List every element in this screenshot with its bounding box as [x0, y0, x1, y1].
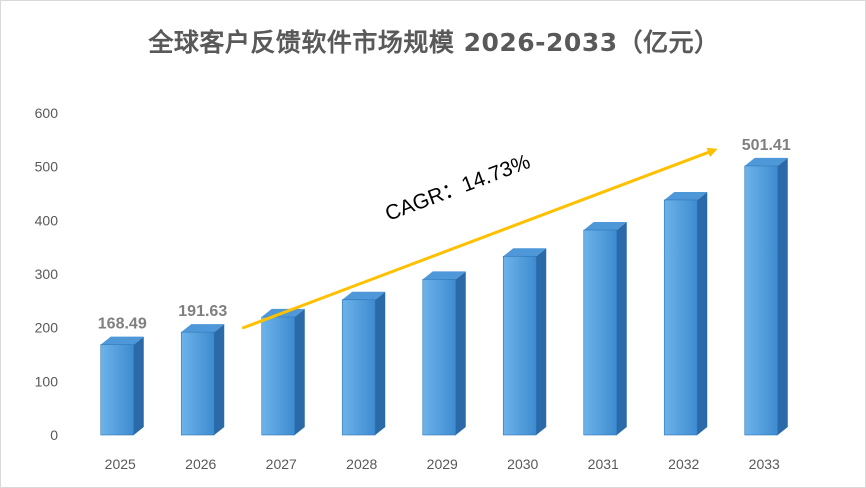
bar-front [180, 331, 215, 436]
bar [180, 324, 225, 436]
bar-front [663, 199, 698, 436]
bar-side [697, 191, 708, 435]
bar [744, 157, 788, 436]
x-tick-label: 2033 [749, 456, 780, 472]
bar-top [664, 191, 708, 200]
x-tick-label: 2031 [588, 456, 619, 472]
bar [261, 308, 305, 436]
data-labels: 168.49 191.63 501.41 [98, 137, 791, 333]
y-tick-label: 600 [35, 105, 59, 121]
bar-top [744, 157, 788, 166]
bars [100, 157, 788, 436]
chart-title: 全球客户反馈软件市场规模 2026-2033（亿元） [148, 28, 720, 57]
bar [663, 191, 708, 436]
bar-top [342, 291, 386, 300]
y-tick-label: 400 [35, 212, 59, 228]
bar-top [181, 324, 225, 333]
x-tick-label: 2028 [346, 456, 377, 472]
x-axis-ticks: 2025 2026 2027 2028 2029 2030 2031 2032 2033 [105, 456, 780, 472]
bar-front [261, 316, 296, 436]
y-tick-label: 100 [35, 373, 59, 389]
x-tick-label: 2029 [427, 456, 458, 472]
x-tick-label: 2030 [507, 456, 538, 472]
bar-top [100, 336, 144, 345]
x-tick-label: 2027 [266, 456, 297, 472]
y-tick-label: 500 [35, 159, 59, 175]
bar-top [583, 221, 627, 230]
bar-side [616, 221, 627, 435]
data-label: 501.41 [742, 137, 791, 154]
x-tick-label: 2025 [105, 456, 136, 472]
y-axis-ticks: 0 100 200 300 400 500 600 [35, 105, 59, 443]
bar-front [100, 344, 135, 436]
bar-front [744, 165, 779, 436]
bar-side [294, 308, 305, 435]
bar-front [422, 279, 457, 436]
cagr-label: CAGR：14.73% [382, 150, 533, 225]
bar [422, 271, 466, 436]
bar-top [422, 271, 466, 280]
bar-side [375, 291, 386, 435]
data-label: 191.63 [178, 303, 227, 320]
cagr-annotation: CAGR：14.73% [241, 147, 718, 330]
bar-front [502, 255, 537, 436]
y-tick-label: 0 [50, 427, 58, 443]
bar [341, 291, 386, 436]
cagr-arrow [241, 147, 718, 330]
bar-side [214, 324, 225, 435]
bar-side [133, 336, 144, 435]
bar [100, 336, 144, 436]
y-tick-label: 300 [35, 266, 59, 282]
bar [583, 221, 627, 436]
bar-side [455, 271, 466, 435]
bar-front [341, 299, 376, 436]
bar-side [777, 157, 788, 435]
x-tick-label: 2026 [185, 456, 216, 472]
y-tick-label: 200 [35, 320, 59, 336]
bar-front [583, 229, 618, 436]
x-tick-label: 2032 [668, 456, 699, 472]
data-label: 168.49 [98, 316, 147, 333]
bar-top [503, 248, 547, 257]
bar [502, 248, 547, 436]
bar-side [536, 248, 547, 435]
